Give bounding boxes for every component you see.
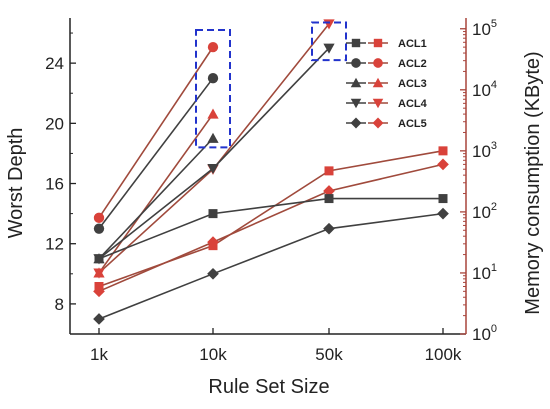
- depth-point-acl5: [93, 313, 105, 325]
- y-right-tick-label: 104: [472, 79, 497, 100]
- memory-point-acl1: [438, 146, 448, 156]
- y-left-tick-label: 20: [45, 114, 64, 133]
- memory-point-acl5: [323, 185, 335, 197]
- legend-label: ACL2: [398, 58, 427, 70]
- depth-point-acl1: [324, 194, 334, 204]
- legend-marker-memory: [372, 117, 384, 129]
- memory-point-acl4: [93, 268, 105, 279]
- y-right-tick-label: 101: [472, 262, 497, 283]
- legend-marker-depth: [351, 38, 361, 48]
- depth-line-acl1: [98, 197, 443, 260]
- depth-point-acl1: [208, 209, 218, 219]
- y-axis-right-title: Memory consumption (KByte): [522, 51, 544, 314]
- x-axis-title: Rule Set Size: [208, 376, 329, 398]
- memory-point-acl2: [93, 212, 105, 223]
- memory-line-acl3: [98, 113, 214, 274]
- memory-line-acl4: [98, 23, 330, 274]
- highlight-box: [311, 21, 347, 62]
- x-tick-label: 50k: [315, 345, 343, 364]
- legend-marker-depth: [350, 77, 362, 88]
- depth-point-acl5: [323, 222, 335, 235]
- memory-point-acl5: [437, 158, 449, 171]
- memory-point-acl5: [93, 285, 105, 298]
- y-left-tick-label: 16: [45, 175, 64, 194]
- plot-area: [93, 19, 449, 325]
- depth-point-acl2: [93, 223, 105, 234]
- depth-point-acl2: [207, 73, 219, 84]
- x-tick-label: 1k: [90, 345, 108, 364]
- y-right-tick-label: 102: [472, 201, 497, 222]
- legend-marker-depth: [351, 58, 361, 68]
- highlight-box: [195, 29, 231, 149]
- depth-line-acl2: [98, 77, 214, 230]
- y-left-tick-label: 8: [55, 295, 64, 314]
- y-right-tick-label: 105: [472, 18, 497, 39]
- legend-label: ACL5: [398, 118, 427, 130]
- legend-label: ACL3: [398, 78, 427, 90]
- memory-point-acl2: [207, 41, 219, 53]
- memory-line-acl5: [98, 163, 444, 293]
- memory-point-acl3: [207, 108, 219, 119]
- y-right-tick-label: 100: [472, 323, 497, 344]
- depth-line-acl5: [98, 212, 444, 320]
- depth-point-acl3: [207, 132, 219, 143]
- legend-marker-memory: [373, 58, 383, 68]
- x-tick-label: 10k: [199, 345, 227, 364]
- y-right-tick-label: 103: [472, 140, 497, 161]
- axes: 1k 10k 50k 100k 8 12 16 20 24 100 101 102 103 104 105: [45, 18, 497, 364]
- y-axis-left-title: Worst Depth: [5, 128, 27, 239]
- legend-marker-depth: [350, 117, 362, 129]
- y-left-tick-label: 24: [45, 54, 64, 73]
- depth-point-acl4: [93, 254, 105, 265]
- depth-point-acl4: [207, 163, 219, 175]
- legend: ACL1 ACL2 ACL3 ACL4 ACL5: [346, 38, 428, 130]
- legend-marker-depth: [350, 98, 362, 109]
- legend-label: ACL4: [398, 98, 428, 110]
- y-left-tick-label: 12: [45, 235, 64, 254]
- depth-point-acl5: [437, 207, 449, 220]
- legend-label: ACL1: [398, 38, 427, 50]
- x-tick-label: 100k: [425, 345, 462, 364]
- depth-point-acl4: [323, 43, 335, 54]
- legend-marker-memory: [373, 38, 383, 48]
- legend-marker-memory: [372, 77, 384, 88]
- memory-point-acl5: [207, 236, 219, 248]
- depth-line-acl3: [98, 137, 214, 260]
- depth-point-acl5: [207, 267, 219, 280]
- depth-point-acl1: [438, 194, 448, 204]
- memory-point-acl1: [324, 166, 334, 176]
- legend-marker-memory: [372, 98, 384, 109]
- memory-line-acl2: [98, 46, 214, 219]
